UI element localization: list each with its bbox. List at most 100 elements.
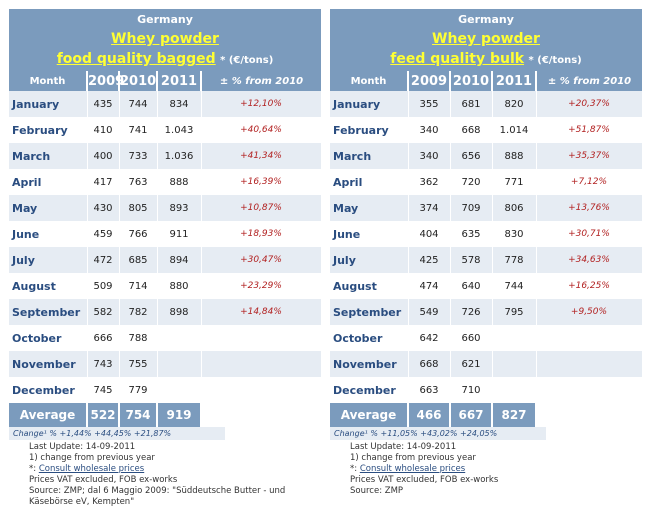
price-2010-cell: 763 bbox=[119, 169, 158, 195]
price-2009-cell: 642 bbox=[408, 325, 451, 351]
price-2009-cell: 410 bbox=[87, 117, 120, 143]
change-cell: +16,25% bbox=[536, 273, 643, 299]
table-row: April 417 763 888 +16,39% bbox=[9, 169, 322, 195]
price-2010-cell: 714 bbox=[119, 273, 158, 299]
table-row: July 425 578 778 +34,63% bbox=[330, 247, 643, 273]
product-title: Whey powder bbox=[432, 31, 540, 47]
average-label: Average bbox=[330, 403, 409, 427]
change-header: ± % from 2010 bbox=[201, 71, 321, 91]
price-2009-cell: 400 bbox=[87, 143, 120, 169]
price-2011-cell: 795 bbox=[492, 299, 537, 325]
price-2009-cell: 666 bbox=[87, 325, 120, 351]
price-2009-cell: 509 bbox=[87, 273, 120, 299]
price-2010-cell: 726 bbox=[450, 299, 493, 325]
price-2011-cell: 834 bbox=[157, 91, 202, 117]
price-2011-cell: 1.043 bbox=[157, 117, 202, 143]
change-cell: +18,93% bbox=[201, 221, 322, 247]
average-2009: 522 bbox=[87, 403, 120, 427]
product-title: Whey powder bbox=[111, 31, 219, 47]
price-2009-cell: 362 bbox=[408, 169, 451, 195]
footnote-star: *: Consult wholesale prices bbox=[350, 464, 642, 475]
average-2010: 667 bbox=[450, 403, 493, 427]
change-cell: +30,71% bbox=[536, 221, 643, 247]
price-2010-cell: 755 bbox=[119, 351, 158, 377]
change-cell: +41,34% bbox=[201, 143, 322, 169]
change-cell bbox=[201, 351, 322, 377]
year-2011-header: 2011 bbox=[157, 71, 202, 91]
price-2011-cell: 888 bbox=[157, 169, 202, 195]
average-2011: 827 bbox=[492, 403, 537, 427]
price-2010-cell: 744 bbox=[119, 91, 158, 117]
change-cell: +34,63% bbox=[536, 247, 643, 273]
last-update: Last Update: 14-09-2011 bbox=[29, 442, 136, 452]
change-cell: +30,47% bbox=[201, 247, 322, 273]
month-cell: January bbox=[9, 91, 88, 117]
year-2010-header: 2010 bbox=[119, 71, 158, 91]
price-2009-cell: 668 bbox=[408, 351, 451, 377]
wholesale-prices-link[interactable]: Consult wholesale prices bbox=[359, 464, 466, 474]
feed-quality-panel: Germany Whey powder feed quality bulk * … bbox=[330, 9, 643, 497]
price-2010-cell: 788 bbox=[119, 325, 158, 351]
source-note: Source: ZMP bbox=[350, 486, 404, 496]
month-cell: August bbox=[9, 273, 88, 299]
table-row: January 355 681 820 +20,37% bbox=[330, 91, 643, 117]
price-2009-cell: 745 bbox=[87, 377, 120, 403]
price-2011-cell bbox=[157, 351, 202, 377]
average-2011: 919 bbox=[157, 403, 202, 427]
month-cell: July bbox=[9, 247, 88, 273]
price-2010-cell: 640 bbox=[450, 273, 493, 299]
price-2011-cell bbox=[157, 325, 202, 351]
star-label: *: bbox=[350, 464, 360, 474]
price-table: Month 2009 2010 2011 ± % from 2010 Janua… bbox=[330, 71, 643, 427]
month-cell: November bbox=[330, 351, 409, 377]
month-cell: January bbox=[330, 91, 409, 117]
change-cell: +16,39% bbox=[201, 169, 322, 195]
price-2010-cell: 805 bbox=[119, 195, 158, 221]
average-blank bbox=[201, 403, 321, 427]
header-row: Month 2009 2010 2011 ± % from 2010 bbox=[330, 71, 642, 91]
table-row: October 642 660 bbox=[330, 325, 643, 351]
change-cell bbox=[536, 377, 643, 403]
price-2011-cell: 880 bbox=[157, 273, 202, 299]
month-cell: April bbox=[9, 169, 88, 195]
change-cell bbox=[536, 351, 643, 377]
price-2011-cell: 888 bbox=[492, 143, 537, 169]
price-2011-cell: 1.036 bbox=[157, 143, 202, 169]
month-cell: September bbox=[9, 299, 88, 325]
change-cell bbox=[201, 377, 322, 403]
average-2009: 466 bbox=[408, 403, 451, 427]
change-row: Change¹ % +11,05% +43,02% +24,05% bbox=[330, 427, 546, 440]
unit-label: * (€/tons) bbox=[528, 55, 582, 66]
month-header: Month bbox=[330, 71, 409, 91]
month-cell: June bbox=[330, 221, 409, 247]
wholesale-prices-link[interactable]: Consult wholesale prices bbox=[38, 464, 145, 474]
price-2009-cell: 425 bbox=[408, 247, 451, 273]
grade-title: feed quality bulk bbox=[390, 51, 525, 67]
table-row: January 435 744 834 +12,10% bbox=[9, 91, 322, 117]
panel-title-box: Germany Whey powder feed quality bulk * … bbox=[330, 9, 642, 71]
month-header: Month bbox=[9, 71, 88, 91]
grade-line: food quality bagged * (€/tons) bbox=[9, 51, 321, 67]
price-2010-cell: 681 bbox=[450, 91, 493, 117]
vat-note: Prices VAT excluded, FOB ex-works bbox=[29, 475, 178, 485]
grade-title: food quality bagged bbox=[56, 51, 216, 67]
price-2010-cell: 656 bbox=[450, 143, 493, 169]
price-2009-cell: 743 bbox=[87, 351, 120, 377]
price-2009-cell: 340 bbox=[408, 117, 451, 143]
table-row: February 340 668 1.014 +51,87% bbox=[330, 117, 643, 143]
price-table: Month 2009 2010 2011 ± % from 2010 Janua… bbox=[9, 71, 322, 427]
price-2010-cell: 685 bbox=[119, 247, 158, 273]
table-body: January 435 744 834 +12,10% February 410 741 1.0… bbox=[9, 91, 322, 403]
table-row: November 668 621 bbox=[330, 351, 643, 377]
price-2011-cell: 806 bbox=[492, 195, 537, 221]
month-cell: November bbox=[9, 351, 88, 377]
table-row: May 374 709 806 +13,76% bbox=[330, 195, 643, 221]
price-2010-cell: 635 bbox=[450, 221, 493, 247]
change-cell bbox=[201, 325, 322, 351]
change-cell: +14,84% bbox=[201, 299, 322, 325]
unit-label: * (€/tons) bbox=[220, 55, 274, 66]
panel-title-box: Germany Whey powder food quality bagged … bbox=[9, 9, 321, 71]
year-2011-header: 2011 bbox=[492, 71, 537, 91]
price-2009-cell: 472 bbox=[87, 247, 120, 273]
year-2009-header: 2009 bbox=[87, 71, 124, 91]
